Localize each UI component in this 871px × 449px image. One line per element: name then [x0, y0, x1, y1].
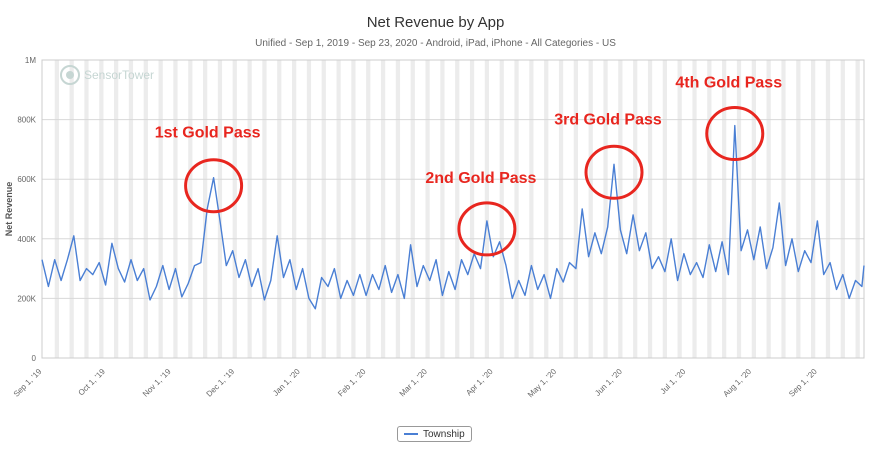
weekend-band — [84, 60, 89, 358]
logo-wordmark: SensorTower — [84, 68, 154, 82]
gridlines — [41, 59, 865, 359]
weekend-band — [484, 60, 490, 358]
weekend-band — [840, 60, 845, 358]
weekend-band — [114, 60, 119, 358]
weekend-band — [662, 60, 667, 358]
series-group — [41, 124, 865, 310]
weekend-band — [618, 60, 623, 358]
annotations: 1st Gold Pass 2nd Gold Pass 3rd Gold Pass 4… — [155, 75, 782, 257]
chart-subtitle: Unified - Sep 1, 2019 - Sep 23, 2020 - A… — [255, 38, 616, 49]
weekend-band — [410, 60, 415, 358]
logo-dot-icon — [66, 71, 74, 79]
y-tick-label: 800K — [17, 116, 36, 125]
series-line-township — [41, 124, 865, 310]
gold-pass-circle — [457, 201, 517, 257]
y-tick-label: 400K — [17, 235, 36, 244]
weekend-band — [69, 60, 74, 358]
weekend-band — [158, 60, 163, 358]
x-tick-label: Sep 1, '20 — [787, 367, 819, 399]
weekend-band — [366, 60, 371, 358]
weekend-band — [99, 60, 104, 358]
logo-mark-icon — [60, 65, 80, 85]
x-tick-label: Jun 1, '20 — [593, 367, 624, 398]
weekend-band — [262, 60, 267, 358]
weekend-band — [647, 60, 653, 358]
gold-pass-label: 2nd Gold Pass — [425, 170, 536, 187]
gold-pass-label: 1st Gold Pass — [155, 125, 261, 142]
y-axis-title: Net Revenue — [4, 182, 14, 237]
weekend-band — [380, 60, 386, 358]
legend-line-icon — [404, 433, 418, 435]
x-tick-label: Feb 1, '20 — [336, 367, 368, 399]
weekend-band — [677, 60, 682, 358]
weekend-band — [321, 60, 326, 358]
weekend-band — [336, 60, 341, 358]
legend-item-township[interactable]: Township — [397, 426, 472, 442]
weekend-band — [751, 60, 756, 358]
y-tick-label: 0 — [32, 354, 37, 363]
gold-pass-circle — [705, 106, 765, 162]
weekend-band — [811, 60, 816, 358]
plot-border — [41, 59, 865, 359]
weekend-band — [469, 60, 475, 358]
x-tick-label: Oct 1, '19 — [77, 367, 108, 398]
x-tick-label: Apr 1, '20 — [464, 367, 495, 398]
x-tick-label: Aug 1, '20 — [721, 367, 753, 399]
x-tick-label: Jul 1, '20 — [659, 367, 688, 396]
weekend-band — [766, 60, 771, 358]
weekend-band — [499, 60, 504, 358]
weekend-band — [692, 60, 697, 358]
weekend-band — [351, 60, 356, 358]
weekend-band — [558, 60, 564, 358]
weekend-band — [588, 60, 593, 358]
weekend-band — [573, 60, 578, 358]
weekend-band — [825, 60, 831, 358]
gold-pass-circle — [184, 158, 244, 214]
weekend-band — [247, 60, 252, 358]
x-tick-label: Nov 1, '19 — [141, 367, 173, 399]
legend-label: Township — [423, 428, 465, 440]
weekend-band — [707, 60, 712, 358]
weekend-band — [143, 60, 148, 358]
x-tick-label: Sep 1, '19 — [12, 367, 44, 399]
weekend-band — [633, 60, 638, 358]
y-tick-label: 600K — [17, 175, 36, 184]
chart-title: Net Revenue by App — [366, 14, 505, 31]
y-tick-label: 200K — [17, 294, 36, 303]
weekend-band — [781, 60, 786, 358]
weekend-band — [188, 60, 193, 358]
weekend-band — [796, 60, 801, 358]
weekend-band — [603, 60, 608, 358]
weekend-band — [306, 60, 312, 358]
y-tick-label: 1M — [25, 56, 36, 65]
x-tick-label: Mar 1, '20 — [398, 367, 430, 399]
sensortower-logo: SensorTower — [60, 65, 154, 85]
weekend-band — [529, 60, 534, 358]
weekend-band — [232, 60, 237, 358]
weekend-band — [722, 60, 727, 358]
weekend-band — [440, 60, 445, 358]
weekend-band — [128, 60, 134, 358]
weekend-band — [54, 60, 59, 358]
x-tick-label: Dec 1, '19 — [205, 367, 237, 399]
gold-pass-label: 4th Gold Pass — [675, 75, 782, 92]
weekend-band — [425, 60, 430, 358]
x-tick-label: Jan 1, '20 — [271, 367, 302, 398]
x-tick-label: May 1, '20 — [526, 367, 559, 400]
weekend-band — [514, 60, 519, 358]
weekend-band — [173, 60, 178, 358]
weekend-band — [395, 60, 401, 358]
gold-pass-label: 3rd Gold Pass — [554, 111, 662, 128]
weekend-band — [217, 60, 223, 358]
weekend-band — [291, 60, 297, 358]
weekend-band — [855, 60, 860, 358]
gold-pass-circle — [584, 144, 644, 200]
weekend-band — [544, 60, 549, 358]
weekend-band — [277, 60, 282, 358]
weekend-band — [455, 60, 460, 358]
